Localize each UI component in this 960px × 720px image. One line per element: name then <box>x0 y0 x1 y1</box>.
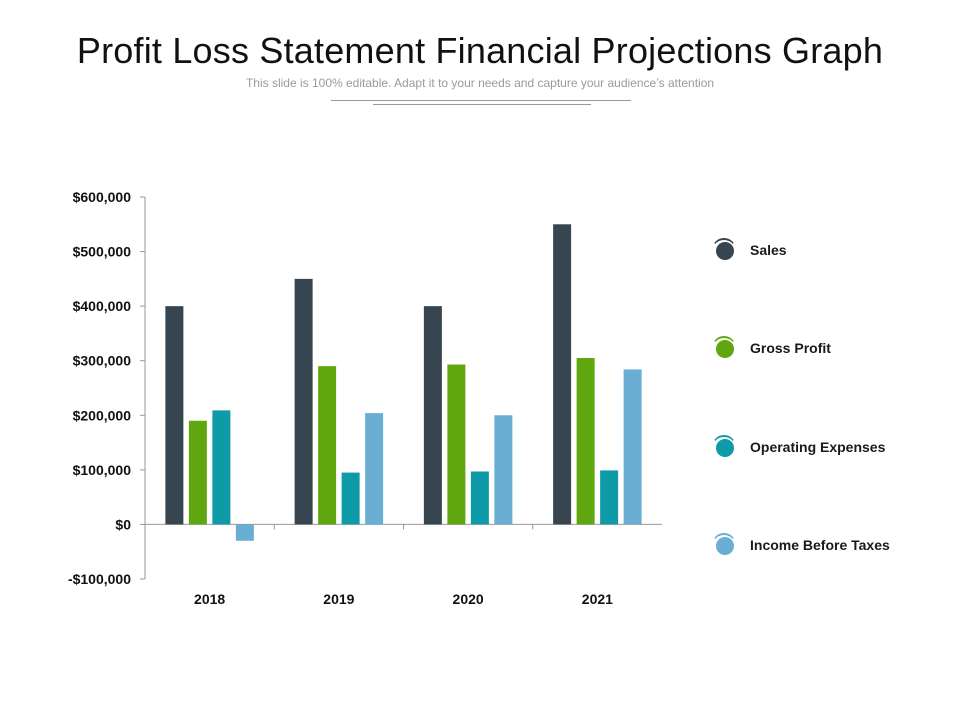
bar-sales-2019 <box>294 278 313 525</box>
bar-gross-profit-2018 <box>188 420 207 525</box>
bar-sales-2018 <box>165 306 184 525</box>
legend-swatch-icon <box>712 238 738 264</box>
legend-swatch-icon <box>712 336 738 362</box>
y-tick-label: $0 <box>115 516 131 532</box>
page-title: Profit Loss Statement Financial Projecti… <box>76 30 884 71</box>
bar-income-before-taxes-2018 <box>235 524 254 541</box>
x-tick-label: 2019 <box>323 591 354 607</box>
x-tick-label: 2018 <box>194 591 225 607</box>
bar-income-before-taxes-2019 <box>365 413 384 525</box>
y-tick-label: $300,000 <box>73 353 132 369</box>
title-divider-bottom <box>373 104 591 105</box>
title-divider-top <box>331 100 631 101</box>
bar-sales-2021 <box>553 224 572 525</box>
legend-label: Income Before Taxes <box>750 537 890 553</box>
legend-label: Gross Profit <box>750 340 831 356</box>
bar-gross-profit-2019 <box>318 366 337 525</box>
bar-gross-profit-2021 <box>576 357 595 525</box>
legend-label: Operating Expenses <box>750 439 886 455</box>
y-tick-label: $500,000 <box>73 244 132 260</box>
y-tick-label: -$100,000 <box>68 571 131 587</box>
y-tick-label: $100,000 <box>73 462 132 478</box>
page-subtitle: This slide is 100% editable. Adapt it to… <box>245 76 715 90</box>
bar-operating-expenses-2021 <box>600 470 619 525</box>
legend-swatch-icon <box>712 435 738 461</box>
bar-sales-2020 <box>423 306 442 525</box>
bar-income-before-taxes-2021 <box>623 369 642 525</box>
bar-gross-profit-2020 <box>447 364 466 525</box>
bar-income-before-taxes-2020 <box>494 415 513 525</box>
bar-operating-expenses-2020 <box>470 471 489 525</box>
y-tick-label: $200,000 <box>73 407 132 423</box>
legend-label: Sales <box>750 242 787 258</box>
bar-operating-expenses-2019 <box>341 472 360 525</box>
bar-operating-expenses-2018 <box>212 410 231 525</box>
y-tick-label: $600,000 <box>73 189 132 205</box>
x-tick-label: 2020 <box>453 591 484 607</box>
legend-swatch-icon <box>712 533 738 559</box>
y-tick-label: $400,000 <box>73 298 132 314</box>
x-tick-label: 2021 <box>582 591 613 607</box>
